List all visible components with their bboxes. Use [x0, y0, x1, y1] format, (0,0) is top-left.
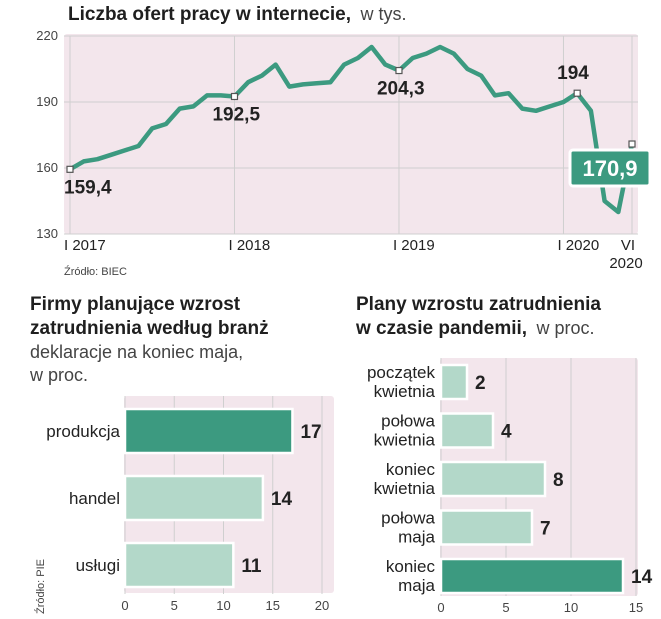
- sector-chart-subtitle-line-2: w proc.: [29, 365, 88, 385]
- bar-value-label: 8: [553, 470, 564, 491]
- sector-chart-source: Źródło: PIE: [34, 559, 47, 614]
- data-value-label: 204,3: [377, 79, 425, 100]
- pandemic-chart-unit: w proc.: [536, 318, 595, 338]
- line-chart-y-axis: 130 160 190 220: [36, 28, 58, 241]
- sector-bar-chart: Firmy planujące wzrost zatrudnienia wedł…: [29, 294, 334, 614]
- bar-value-label: 2: [475, 373, 486, 394]
- category-label: produkcja: [46, 422, 120, 441]
- category-label-line: kwietnia: [374, 479, 436, 498]
- bar: [439, 557, 625, 595]
- data-point-marker: [628, 140, 636, 148]
- bar: [123, 474, 265, 522]
- data-point-marker: [395, 66, 403, 75]
- x-tick-label-15: 15: [629, 600, 643, 615]
- x-tick-label-20: 20: [315, 598, 329, 613]
- bar: [439, 509, 534, 546]
- x-tick-label: I 2017: [64, 237, 106, 254]
- y-tick-label-160: 160: [36, 160, 58, 175]
- x-tick-label-5: 5: [502, 600, 509, 615]
- data-point-marker: [573, 89, 581, 97]
- highlight-value-box: [568, 148, 652, 188]
- pandemic-chart-title-line-1: Plany wzrostu zatrudnienia: [356, 294, 601, 315]
- category-label-line: początek: [367, 363, 436, 382]
- pandemic-chart-title-line-2: w czasie pandemii, w proc.: [355, 318, 595, 339]
- x-tick-label-0: 0: [437, 600, 444, 615]
- x-tick-label: I 2019: [393, 237, 435, 254]
- x-tick-label-0: 0: [121, 598, 128, 613]
- line-series-job-offers: [67, 44, 635, 215]
- bar-value-label: 7: [540, 519, 551, 540]
- sector-chart-x-axis: 0 5 10 15 20: [121, 598, 329, 613]
- line-chart: Liczba ofert pracy w internecie, w tys. …: [36, 4, 652, 278]
- data-value-label: 159,4: [64, 177, 112, 198]
- bar-value-label: 11: [241, 556, 262, 577]
- data-value-label: 192,5: [212, 105, 260, 126]
- line-chart-title: Liczba ofert pracy w internecie, w tys.: [68, 4, 406, 25]
- bar-value-label: 4: [501, 422, 512, 443]
- pandemic-chart-title-line-2-text: w czasie pandemii,: [355, 318, 527, 339]
- x-tick-label: VI: [621, 237, 635, 254]
- sector-chart-title-line-2: zatrudnienia według branż: [30, 318, 269, 339]
- category-label: usługi: [76, 556, 120, 575]
- bar: [123, 407, 294, 455]
- x-tick-label: I 2018: [228, 237, 270, 254]
- sector-chart-title-line-1: Firmy planujące wzrost: [30, 294, 241, 315]
- bar: [439, 460, 547, 498]
- bar: [439, 363, 469, 401]
- x-tick-label: I 2020: [557, 237, 599, 254]
- x-tick-label-year: 2020: [609, 255, 642, 272]
- line-chart-source: Źródło: BIEC: [64, 265, 127, 278]
- y-tick-label-220: 220: [36, 28, 58, 43]
- y-tick-label-130: 130: [36, 226, 58, 241]
- category-label-line: połowa: [381, 509, 435, 528]
- category-label-line: maja: [398, 576, 435, 595]
- category-label-line: maja: [398, 528, 435, 547]
- bar-value-label: 14: [631, 567, 653, 588]
- line-chart-title-text: Liczba ofert pracy w internecie,: [68, 4, 351, 25]
- data-point-marker: [230, 92, 239, 101]
- bar: [123, 541, 235, 589]
- pandemic-bar-chart: Plany wzrostu zatrudnienia w czasie pand…: [355, 294, 653, 615]
- pandemic-chart-x-axis: 0 5 10 15: [437, 600, 643, 615]
- data-point-marker: [66, 165, 74, 173]
- category-label-line: koniec: [386, 557, 436, 576]
- x-tick-label-10: 10: [216, 598, 230, 613]
- bar-value-label: 17: [300, 422, 321, 443]
- line-chart-plot-area: [64, 34, 638, 234]
- x-tick-label-5: 5: [171, 598, 178, 613]
- category-label-line: koniec: [386, 460, 436, 479]
- category-label-line: połowa: [381, 412, 435, 431]
- category-label: handel: [69, 489, 120, 508]
- category-label-line: kwietnia: [374, 431, 436, 450]
- bar: [439, 412, 495, 449]
- line-chart-annotations: 159,4 192,5 204,3 194 170,9: [64, 63, 652, 198]
- x-tick-label-10: 10: [564, 600, 578, 615]
- bar-value-label: 14: [271, 489, 293, 510]
- sector-chart-subtitle-line-1: deklaracje na koniec maja,: [30, 342, 243, 362]
- y-tick-label-190: 190: [36, 94, 58, 109]
- category-label-line: kwietnia: [374, 382, 436, 401]
- highlight-value-label: 170,9: [582, 156, 637, 181]
- pandemic-chart-bars: 2początekkwietnia4połowakwietnia8konieck…: [367, 363, 653, 595]
- line-chart-gridlines: [64, 35, 638, 235]
- sector-chart-bars: 17 produkcja 14 handel 11 usługi: [46, 407, 322, 589]
- x-tick-label-15: 15: [266, 598, 280, 613]
- line-chart-unit: w tys.: [359, 4, 406, 24]
- data-value-label: 194: [557, 63, 589, 84]
